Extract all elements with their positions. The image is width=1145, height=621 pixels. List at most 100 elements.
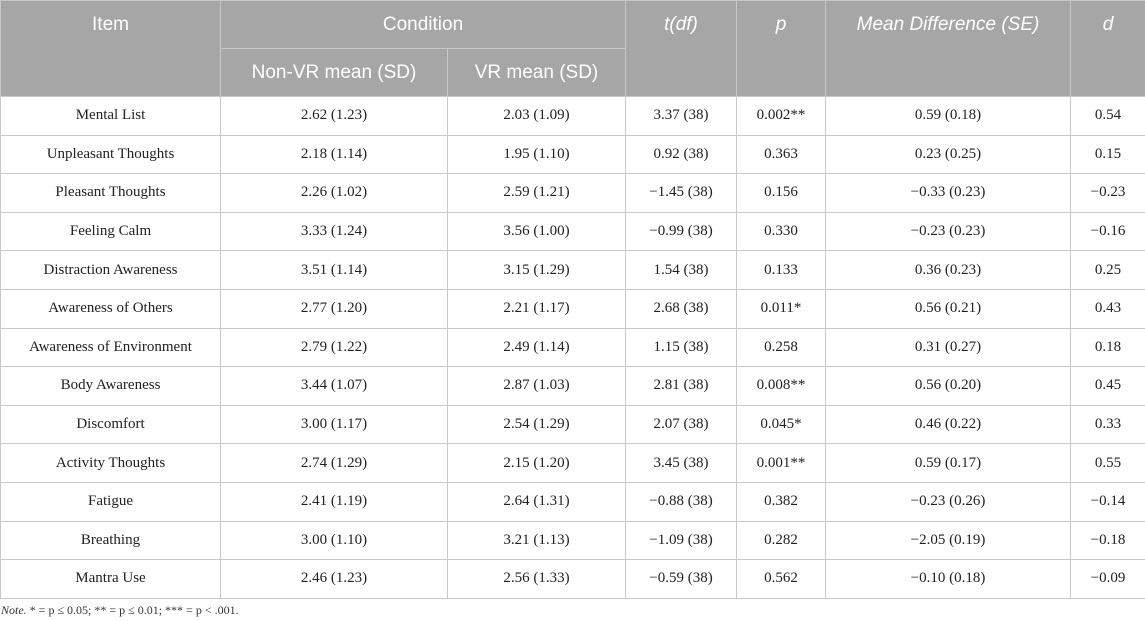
- results-table: Item Condition t(df) p Mean Difference (…: [0, 0, 1145, 599]
- note-label: Note.: [1, 603, 27, 617]
- header-d: d: [1070, 0, 1145, 97]
- cell-vr-mean: 3.21 (1.13): [447, 520, 626, 561]
- cell-p-value: 0.382: [736, 481, 826, 522]
- cell-item: Breathing: [0, 520, 221, 561]
- cell-p-value: 0.008**: [736, 366, 826, 406]
- cell-t-df: 3.37 (38): [625, 96, 737, 136]
- cell-effect-size: −0.16: [1070, 211, 1145, 252]
- header-nonvr-mean: Non-VR mean (SD): [220, 48, 448, 97]
- table-row: Discomfort 3.00 (1.17) 2.54 (1.29) 2.07 (38…: [0, 404, 1145, 445]
- cell-p-value: 0.562: [736, 559, 826, 599]
- cell-vr-mean: 3.15 (1.29): [447, 250, 626, 290]
- cell-t-df: −0.88 (38): [625, 481, 737, 522]
- cell-nonvr-mean: 2.41 (1.19): [220, 481, 448, 522]
- cell-p-value: 0.363: [736, 134, 826, 175]
- cell-mean-difference: 0.46 (0.22): [825, 404, 1071, 445]
- cell-t-df: 3.45 (38): [625, 443, 737, 483]
- table-row: Distraction Awareness 3.51 (1.14) 3.15 (1.…: [0, 250, 1145, 290]
- cell-mean-difference: 0.31 (0.27): [825, 327, 1071, 368]
- results-table-container: Item Condition t(df) p Mean Difference (…: [0, 0, 1145, 599]
- table-row: Pleasant Thoughts 2.26 (1.02) 2.59 (1.21) −…: [0, 173, 1145, 213]
- cell-p-value: 0.330: [736, 211, 826, 252]
- cell-t-df: 2.07 (38): [625, 404, 737, 445]
- cell-t-df: −1.45 (38): [625, 173, 737, 213]
- cell-item: Distraction Awareness: [0, 250, 221, 290]
- cell-nonvr-mean: 3.00 (1.17): [220, 404, 448, 445]
- cell-effect-size: 0.43: [1070, 288, 1145, 329]
- cell-nonvr-mean: 3.00 (1.10): [220, 520, 448, 561]
- cell-vr-mean: 2.56 (1.33): [447, 559, 626, 599]
- cell-item: Discomfort: [0, 404, 221, 445]
- cell-nonvr-mean: 3.51 (1.14): [220, 250, 448, 290]
- cell-t-df: 2.68 (38): [625, 288, 737, 329]
- cell-effect-size: −0.09: [1070, 559, 1145, 599]
- cell-nonvr-mean: 2.74 (1.29): [220, 443, 448, 483]
- cell-item: Activity Thoughts: [0, 443, 221, 483]
- cell-effect-size: 0.33: [1070, 404, 1145, 445]
- cell-nonvr-mean: 2.79 (1.22): [220, 327, 448, 368]
- cell-p-value: 0.011*: [736, 288, 826, 329]
- note-text: * = p ≤ 0.05; ** = p ≤ 0.01; *** = p < .…: [26, 603, 239, 617]
- header-mean-difference: Mean Difference (SE): [825, 0, 1071, 97]
- cell-vr-mean: 2.64 (1.31): [447, 481, 626, 522]
- table-row: Fatigue 2.41 (1.19) 2.64 (1.31) −0.88 (38) 0…: [0, 481, 1145, 522]
- cell-item: Feeling Calm: [0, 211, 221, 252]
- cell-mean-difference: −0.33 (0.23): [825, 173, 1071, 213]
- cell-effect-size: 0.45: [1070, 366, 1145, 406]
- cell-t-df: −1.09 (38): [625, 520, 737, 561]
- cell-t-df: 1.54 (38): [625, 250, 737, 290]
- cell-nonvr-mean: 2.26 (1.02): [220, 173, 448, 213]
- cell-item: Body Awareness: [0, 366, 221, 406]
- cell-p-value: 0.001**: [736, 443, 826, 483]
- cell-mean-difference: 0.36 (0.23): [825, 250, 1071, 290]
- cell-vr-mean: 2.59 (1.21): [447, 173, 626, 213]
- cell-nonvr-mean: 2.77 (1.20): [220, 288, 448, 329]
- cell-nonvr-mean: 3.44 (1.07): [220, 366, 448, 406]
- cell-effect-size: 0.15: [1070, 134, 1145, 175]
- cell-mean-difference: 0.56 (0.21): [825, 288, 1071, 329]
- header-t-df: t(df): [625, 0, 737, 97]
- cell-vr-mean: 2.87 (1.03): [447, 366, 626, 406]
- cell-mean-difference: 0.23 (0.25): [825, 134, 1071, 175]
- cell-effect-size: 0.55: [1070, 443, 1145, 483]
- cell-nonvr-mean: 2.46 (1.23): [220, 559, 448, 599]
- table-row: Mantra Use 2.46 (1.23) 2.56 (1.33) −0.59 (3…: [0, 559, 1145, 599]
- cell-item: Unpleasant Thoughts: [0, 134, 221, 175]
- cell-effect-size: 0.18: [1070, 327, 1145, 368]
- header-condition: Condition: [220, 0, 626, 49]
- cell-effect-size: −0.18: [1070, 520, 1145, 561]
- cell-vr-mean: 1.95 (1.10): [447, 134, 626, 175]
- cell-item: Pleasant Thoughts: [0, 173, 221, 213]
- header-vr-mean: VR mean (SD): [447, 48, 626, 97]
- table-row: Feeling Calm 3.33 (1.24) 3.56 (1.00) −0.99 …: [0, 211, 1145, 252]
- cell-mean-difference: 0.56 (0.20): [825, 366, 1071, 406]
- cell-t-df: −0.59 (38): [625, 559, 737, 599]
- cell-p-value: 0.133: [736, 250, 826, 290]
- table-row: Awareness of Environment 2.79 (1.22) 2.49 …: [0, 327, 1145, 368]
- cell-nonvr-mean: 2.18 (1.14): [220, 134, 448, 175]
- cell-vr-mean: 2.21 (1.17): [447, 288, 626, 329]
- cell-mean-difference: −0.23 (0.26): [825, 481, 1071, 522]
- cell-item: Fatigue: [0, 481, 221, 522]
- cell-vr-mean: 2.03 (1.09): [447, 96, 626, 136]
- header-p: p: [736, 0, 826, 97]
- cell-vr-mean: 2.15 (1.20): [447, 443, 626, 483]
- cell-item: Mental List: [0, 96, 221, 136]
- cell-effect-size: 0.25: [1070, 250, 1145, 290]
- table-row: Unpleasant Thoughts 2.18 (1.14) 1.95 (1.10…: [0, 134, 1145, 175]
- cell-item: Mantra Use: [0, 559, 221, 599]
- cell-effect-size: −0.23: [1070, 173, 1145, 213]
- table-row: Body Awareness 3.44 (1.07) 2.87 (1.03) 2.81…: [0, 366, 1145, 406]
- cell-nonvr-mean: 3.33 (1.24): [220, 211, 448, 252]
- cell-p-value: 0.282: [736, 520, 826, 561]
- table-body: Mental List 2.62 (1.23) 2.03 (1.09) 3.37 (3…: [0, 96, 1145, 599]
- cell-vr-mean: 2.49 (1.14): [447, 327, 626, 368]
- cell-effect-size: 0.54: [1070, 96, 1145, 136]
- cell-t-df: 0.92 (38): [625, 134, 737, 175]
- cell-t-df: 1.15 (38): [625, 327, 737, 368]
- cell-effect-size: −0.14: [1070, 481, 1145, 522]
- header-item: Item: [0, 0, 221, 97]
- cell-item: Awareness of Others: [0, 288, 221, 329]
- cell-p-value: 0.002**: [736, 96, 826, 136]
- cell-p-value: 0.045*: [736, 404, 826, 445]
